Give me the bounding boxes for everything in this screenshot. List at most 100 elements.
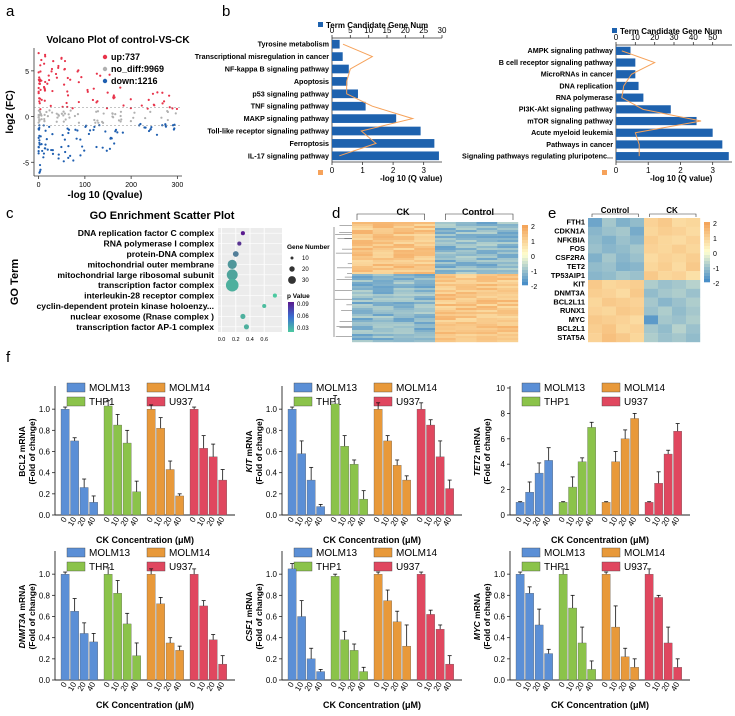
heatmap-d-cell — [414, 230, 436, 233]
volcano-point — [76, 129, 79, 132]
heatmap-d-group-control: Control — [462, 207, 494, 217]
volcano-point — [71, 107, 74, 110]
bar-panel-bar — [577, 642, 587, 681]
heatmap-d-colorbar-segment — [522, 243, 528, 247]
volcano-point — [153, 104, 156, 107]
heatmap-e-cell — [630, 244, 645, 254]
go-point — [226, 269, 238, 281]
volcano-point — [104, 130, 107, 133]
kegg-bar — [616, 93, 644, 102]
heatmap-d-cell — [393, 238, 415, 241]
heatmap-d-cell — [497, 232, 519, 235]
volcano-point — [94, 121, 97, 124]
heatmap-d-cell — [435, 238, 456, 241]
volcano-point — [66, 90, 69, 93]
volcano-point — [37, 150, 40, 153]
heatmap-d-cell — [352, 294, 373, 297]
heatmap-e-colorbar-label: 1 — [713, 236, 717, 243]
heatmap-e-colorbar-segment — [704, 225, 710, 229]
heatmap-d-cell — [414, 286, 436, 289]
bar-panel-y-tick-label: 10 — [496, 384, 505, 393]
heatmap-d-cell — [476, 294, 498, 297]
bar-panel-x-title: CK Concentration (μM) — [323, 535, 421, 545]
heatmap-e-cell — [686, 262, 701, 272]
bar-panel-y-tick-label: 0.8 — [494, 591, 506, 600]
bar-panel-legend-label: MOLM14 — [169, 383, 211, 394]
heatmap-d-cell — [455, 306, 477, 309]
go-term-label: nuclear exosome (Rnase complex ) — [70, 311, 214, 321]
heatmap-d-cell — [455, 310, 477, 313]
heatmap-d-colorbar-label: 0 — [531, 254, 535, 261]
bar-panel-y-tick-label: 6 — [501, 435, 506, 444]
bar-panel-legend-label: MOLM14 — [169, 548, 211, 559]
heatmap-d-cell — [476, 262, 498, 265]
kegg-category-label: TNF signaling pathway — [251, 102, 329, 111]
bar-panel-bar — [654, 597, 663, 681]
heatmap-e-row-label: DNMT3A — [554, 289, 585, 298]
volcano-point — [168, 94, 171, 97]
heatmap-d-cell — [455, 298, 477, 301]
heatmap-e-cell — [602, 297, 617, 307]
heatmap-d-cell — [372, 256, 394, 259]
heatmap-d-cell — [435, 302, 456, 305]
heatmap-d-cell — [497, 240, 519, 243]
heatmap-e-colorbar-label: -2 — [713, 281, 719, 288]
heatmap-d-cell — [435, 284, 456, 287]
bar-panel-bar — [416, 574, 426, 681]
heatmap-e-cell — [588, 271, 603, 281]
heatmap-e-cell — [658, 324, 673, 334]
heatmap-d-cell — [414, 226, 436, 229]
bar-panel-bar — [316, 671, 325, 681]
heatmap-e-colorbar-segment — [704, 276, 710, 280]
heatmap-d-cell — [435, 320, 456, 323]
volcano-point — [44, 143, 47, 146]
bar-panel-bar — [544, 460, 553, 516]
bar-panel-bar — [79, 487, 89, 516]
go-size-legend-label: 20 — [302, 267, 309, 273]
heatmap-d-cell — [352, 330, 373, 333]
heatmap-d-cell — [414, 246, 436, 249]
go-point — [225, 278, 239, 292]
go-term-label: transcription factor AP-1 complex — [76, 322, 214, 332]
bar-panel-x-tick-label: 0 — [372, 515, 382, 524]
go-size-legend-marker — [289, 266, 295, 272]
heatmap-d-cell — [476, 286, 498, 289]
bar-panel-bar — [416, 409, 426, 516]
heatmap-d-cell — [372, 240, 394, 243]
heatmap-d-cell — [455, 316, 477, 319]
volcano-point — [40, 79, 43, 82]
bar-panel-legend-label: U937 — [396, 397, 420, 408]
heatmap-d-cell — [372, 278, 394, 281]
heatmap-e-cell — [630, 306, 645, 316]
heatmap-d-cell — [414, 272, 436, 275]
heatmap-d-cell — [497, 234, 519, 237]
heatmap-d-cell — [372, 312, 394, 315]
kegg-bar — [616, 81, 639, 91]
volcano-x-tick-label: 200 — [125, 182, 137, 189]
bar-panel-legend-swatch — [66, 561, 86, 572]
heatmap-d-cell — [435, 280, 456, 283]
heatmap-d-cell — [393, 330, 415, 333]
bar-panel-x-tick-label: 0 — [286, 515, 296, 524]
volcano-plot: Volcano Plot of control-VS-CK -log 10 (Q… — [5, 35, 190, 201]
volcano-point — [120, 118, 123, 121]
go-color-legend-title: p Value — [287, 293, 310, 300]
heatmap-d-cell — [352, 230, 373, 233]
kegg-x-tick-label: 3 — [710, 166, 715, 175]
heatmap-d-cell — [352, 340, 373, 343]
heatmap-d-cell — [372, 248, 394, 251]
heatmap-d-cell — [476, 234, 498, 237]
volcano-point — [113, 142, 116, 145]
heatmap-d-cell — [393, 242, 415, 245]
bar-panel-gene-name: TET2 — [472, 455, 482, 476]
heatmap-d-cell — [476, 314, 498, 317]
heatmap-d-cell — [455, 224, 477, 227]
bar-panel-y-tick-label: 0.2 — [494, 655, 506, 664]
heatmap-d-cell — [414, 340, 436, 343]
bar-panel-bar — [306, 658, 316, 681]
bar-panel-legend-label: MOLM13 — [89, 383, 131, 394]
heatmap-d-cell — [476, 318, 498, 321]
heatmap-e-colorbar-segment — [704, 273, 710, 277]
heatmap-d-cell — [497, 334, 519, 337]
volcano-point — [38, 163, 42, 167]
